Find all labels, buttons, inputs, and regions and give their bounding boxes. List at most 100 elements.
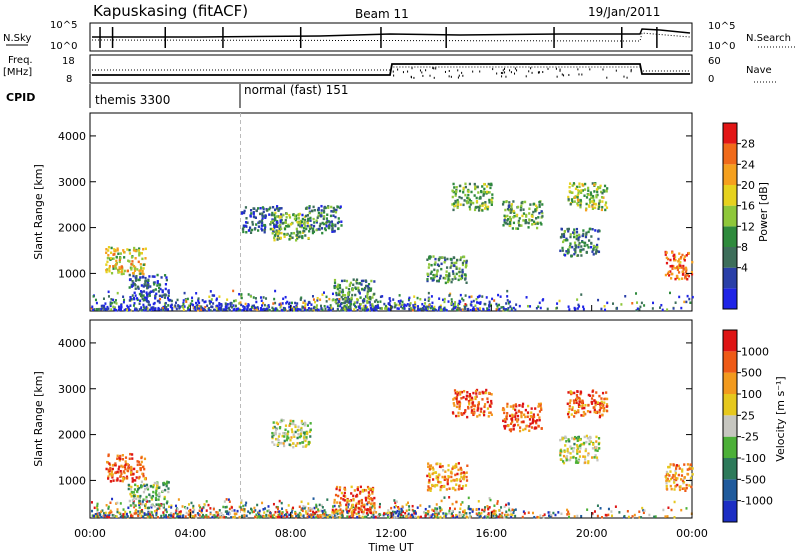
echo-mark — [453, 275, 456, 278]
echo-mark — [580, 414, 583, 417]
echo-mark — [578, 400, 581, 403]
echo-mark — [598, 199, 601, 202]
scatter-mark — [424, 511, 427, 515]
echo-mark — [368, 301, 371, 304]
echo-mark — [273, 213, 276, 217]
echo-mark — [146, 506, 150, 510]
scatter-mark — [431, 301, 434, 305]
scatter-mark — [673, 500, 676, 504]
echo-mark — [508, 215, 512, 219]
scatter-mark — [278, 510, 281, 513]
echo-mark — [605, 190, 608, 193]
scatter-mark — [399, 299, 402, 303]
echo-mark — [162, 506, 165, 509]
echo-mark — [530, 426, 534, 429]
echo-mark — [113, 248, 116, 251]
scatter-mark — [261, 501, 264, 505]
echo-mark — [257, 225, 261, 228]
scatter-mark — [195, 516, 198, 519]
echo-mark — [324, 228, 327, 232]
scatter-mark — [176, 298, 179, 302]
echo-mark — [163, 274, 167, 277]
scatter-mark — [314, 300, 317, 304]
scatter-mark — [91, 509, 94, 513]
echo-mark — [161, 489, 165, 493]
echo-mark — [596, 449, 599, 453]
scatter-mark — [410, 513, 413, 517]
scatter-mark — [233, 512, 236, 515]
scatter-mark — [406, 501, 409, 505]
scatter-mark — [252, 296, 255, 299]
scatter-mark — [476, 301, 479, 304]
echo-mark — [141, 272, 144, 275]
echo-mark — [357, 510, 360, 514]
scatter-mark — [97, 308, 100, 311]
echo-mark — [116, 249, 119, 252]
echo-mark — [583, 458, 587, 461]
scatter-mark — [242, 504, 245, 508]
echo-mark — [581, 240, 584, 244]
nave-dot — [496, 72, 498, 75]
echo-mark — [528, 425, 531, 428]
scatter-mark — [212, 302, 215, 305]
scatter-mark — [191, 514, 194, 518]
echo-mark — [572, 182, 576, 185]
echo-mark — [297, 425, 300, 429]
scatter-mark — [337, 509, 340, 512]
echo-mark — [351, 504, 355, 507]
echo-mark — [105, 270, 108, 274]
scatter-mark — [310, 515, 313, 518]
scatter-mark — [148, 515, 151, 518]
echo-mark — [427, 465, 430, 468]
echo-mark — [524, 427, 527, 431]
echo-mark — [138, 299, 142, 302]
echo-mark — [304, 214, 308, 218]
scatter-mark — [409, 515, 412, 518]
echo-mark — [252, 212, 255, 215]
scatter-mark — [133, 512, 136, 515]
echo-mark — [582, 455, 585, 458]
scatter-mark — [153, 301, 156, 305]
echo-mark — [302, 436, 306, 439]
echo-mark — [674, 258, 677, 262]
echo-mark — [285, 233, 288, 236]
scatter-mark — [96, 514, 99, 518]
echo-mark — [245, 231, 248, 234]
scatter-mark — [145, 513, 148, 516]
echo-mark — [453, 261, 456, 265]
echo-mark — [341, 290, 345, 294]
scatter-mark — [232, 308, 235, 312]
echo-mark — [482, 411, 485, 415]
echo-mark — [461, 263, 465, 267]
echo-mark — [303, 431, 306, 435]
scatter-mark — [576, 514, 579, 518]
echo-mark — [452, 256, 455, 259]
echo-mark — [119, 256, 122, 260]
scatter-mark — [363, 299, 366, 303]
echo-mark — [565, 237, 568, 241]
echo-mark — [275, 207, 279, 210]
echo-mark — [584, 235, 588, 239]
echo-mark — [603, 184, 607, 188]
scatter-mark — [356, 308, 359, 312]
scatter-mark — [464, 303, 467, 306]
scatter-mark — [384, 307, 387, 310]
echo-mark — [356, 488, 360, 492]
echo-mark — [665, 484, 668, 488]
scatter-mark — [204, 300, 207, 303]
echo-mark — [678, 488, 682, 492]
echo-mark — [520, 201, 523, 205]
echo-mark — [346, 501, 349, 504]
scatter-mark — [462, 299, 465, 302]
echo-mark — [457, 278, 460, 282]
echo-mark — [673, 474, 676, 477]
echo-mark — [568, 246, 571, 249]
echo-mark — [594, 206, 597, 210]
scatter-mark — [685, 300, 688, 304]
echo-mark — [590, 196, 593, 199]
scatter-mark — [424, 298, 427, 301]
scatter-mark — [256, 308, 259, 312]
scatter-mark — [394, 305, 397, 309]
scatter-mark — [271, 306, 274, 310]
echo-mark — [327, 220, 331, 223]
